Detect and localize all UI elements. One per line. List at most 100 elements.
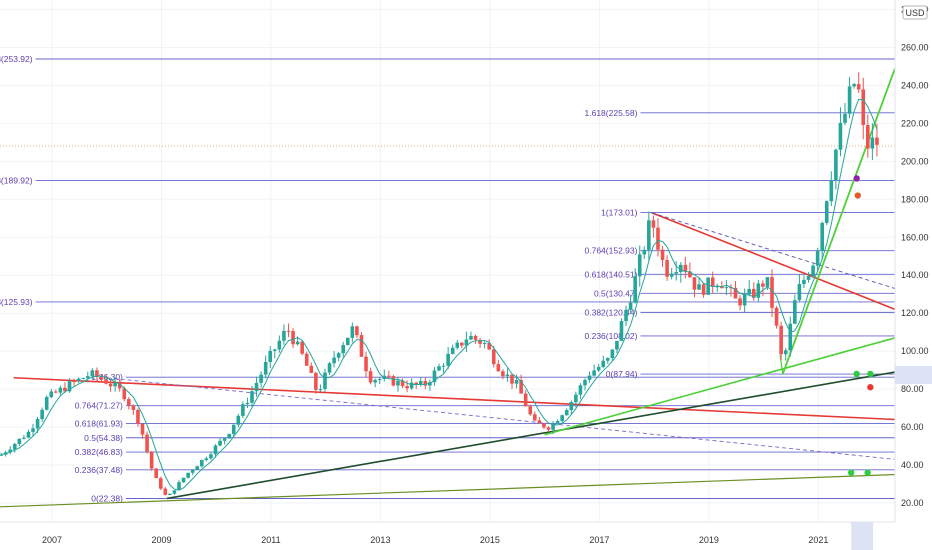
candle-body	[300, 341, 304, 354]
signal-dot	[867, 384, 874, 391]
candle-body	[314, 372, 318, 390]
candle-body	[701, 284, 706, 295]
time-tick-label: 2021	[808, 535, 828, 545]
time-tick-label: 2009	[151, 535, 171, 545]
fib-level-label: 3.618(253.92)	[0, 54, 33, 64]
candle-body	[469, 335, 473, 340]
moving-average-line	[0, 98, 878, 491]
candle-body	[697, 284, 701, 290]
candle-body	[85, 376, 90, 379]
time-tick-label: 2019	[699, 535, 719, 545]
candle-body	[31, 428, 35, 432]
candle-body	[213, 445, 218, 455]
candle-body	[756, 283, 761, 298]
fib-level-label: 0.382(46.83)	[75, 447, 123, 457]
candle-body	[295, 341, 300, 345]
candle-body	[341, 345, 346, 354]
time-axis-highlight	[851, 522, 874, 550]
candle-body	[345, 337, 350, 346]
candle-body	[200, 459, 204, 467]
price-tick-label: 140.00	[901, 270, 929, 280]
candle-body	[396, 380, 400, 386]
candle-body	[601, 360, 606, 367]
candle-body	[660, 249, 665, 261]
candle-body	[268, 350, 273, 363]
candle-body	[304, 353, 309, 366]
fib-level-label: 0.382(120.44)	[585, 307, 638, 317]
steep-green-uptrend	[781, 68, 896, 375]
candle-body	[350, 326, 355, 338]
price-tick-label: 220.00	[901, 118, 929, 128]
candle-body	[583, 379, 587, 386]
candle-body	[856, 84, 861, 90]
candle-body	[309, 365, 314, 373]
candle-body	[473, 335, 478, 340]
candle-body	[478, 339, 482, 344]
candle-body	[76, 378, 81, 382]
candle-body	[487, 343, 491, 350]
candle-body	[811, 265, 815, 277]
candle-body	[555, 421, 560, 424]
price-tick-label: 100.00	[901, 346, 929, 356]
currency-label: USD	[905, 8, 925, 18]
long-term-support-line	[166, 371, 896, 500]
candle-body	[409, 382, 414, 389]
fib-level-label: 0.5(130.47)	[594, 288, 638, 298]
time-tick-label: 2017	[589, 535, 609, 545]
price-axis-highlight	[895, 365, 932, 384]
candle-body	[688, 271, 692, 278]
fib-level-label: 1(86.30)	[91, 372, 123, 382]
candle-body	[505, 374, 510, 377]
candle-body	[806, 276, 811, 280]
signal-markers	[848, 175, 874, 476]
signal-dot	[848, 469, 855, 476]
candle-body	[847, 86, 852, 114]
price-tick-label: 240.00	[901, 80, 929, 90]
candle-body	[683, 264, 688, 272]
candle-body	[829, 180, 834, 202]
candle-body	[542, 423, 546, 428]
candle-body	[637, 254, 642, 277]
signal-dot	[853, 175, 860, 182]
fib-level-label: 1.618(225.58)	[585, 108, 638, 118]
candle-body	[514, 380, 519, 384]
candle-body	[528, 406, 533, 415]
candle-body	[564, 410, 569, 416]
candle-body	[136, 409, 140, 424]
fib-level-label: 0(22.38)	[91, 494, 123, 504]
candle-body	[0, 454, 3, 456]
dashed-upper-line	[651, 212, 896, 289]
candle-body	[824, 201, 829, 223]
candle-body	[715, 286, 720, 288]
candle-body	[277, 340, 282, 350]
candle-body	[669, 273, 674, 277]
candle-body	[263, 362, 268, 375]
candle-body	[332, 357, 336, 364]
candle-body	[706, 277, 710, 295]
time-tick-label: 2011	[261, 535, 280, 545]
candle-body	[158, 478, 163, 489]
candle-body	[866, 125, 870, 149]
candle-body	[72, 381, 76, 383]
candle-body	[127, 399, 131, 406]
candle-body	[172, 490, 177, 494]
candle-body	[724, 287, 729, 289]
candle-body	[355, 326, 359, 336]
currency-badge[interactable]: USD	[902, 5, 928, 20]
candle-body	[54, 391, 58, 393]
candle-body	[95, 370, 99, 378]
candle-body	[44, 397, 49, 410]
candle-body	[204, 458, 209, 460]
candle-body	[605, 358, 610, 361]
candle-body	[58, 387, 63, 393]
candle-body	[501, 371, 505, 377]
candle-body	[222, 438, 227, 441]
candle-body	[852, 84, 856, 87]
trend-lines	[0, 68, 896, 508]
moving-average	[0, 98, 878, 491]
candle-body	[17, 438, 22, 444]
candle-body	[418, 381, 423, 385]
candle-body	[738, 298, 742, 306]
